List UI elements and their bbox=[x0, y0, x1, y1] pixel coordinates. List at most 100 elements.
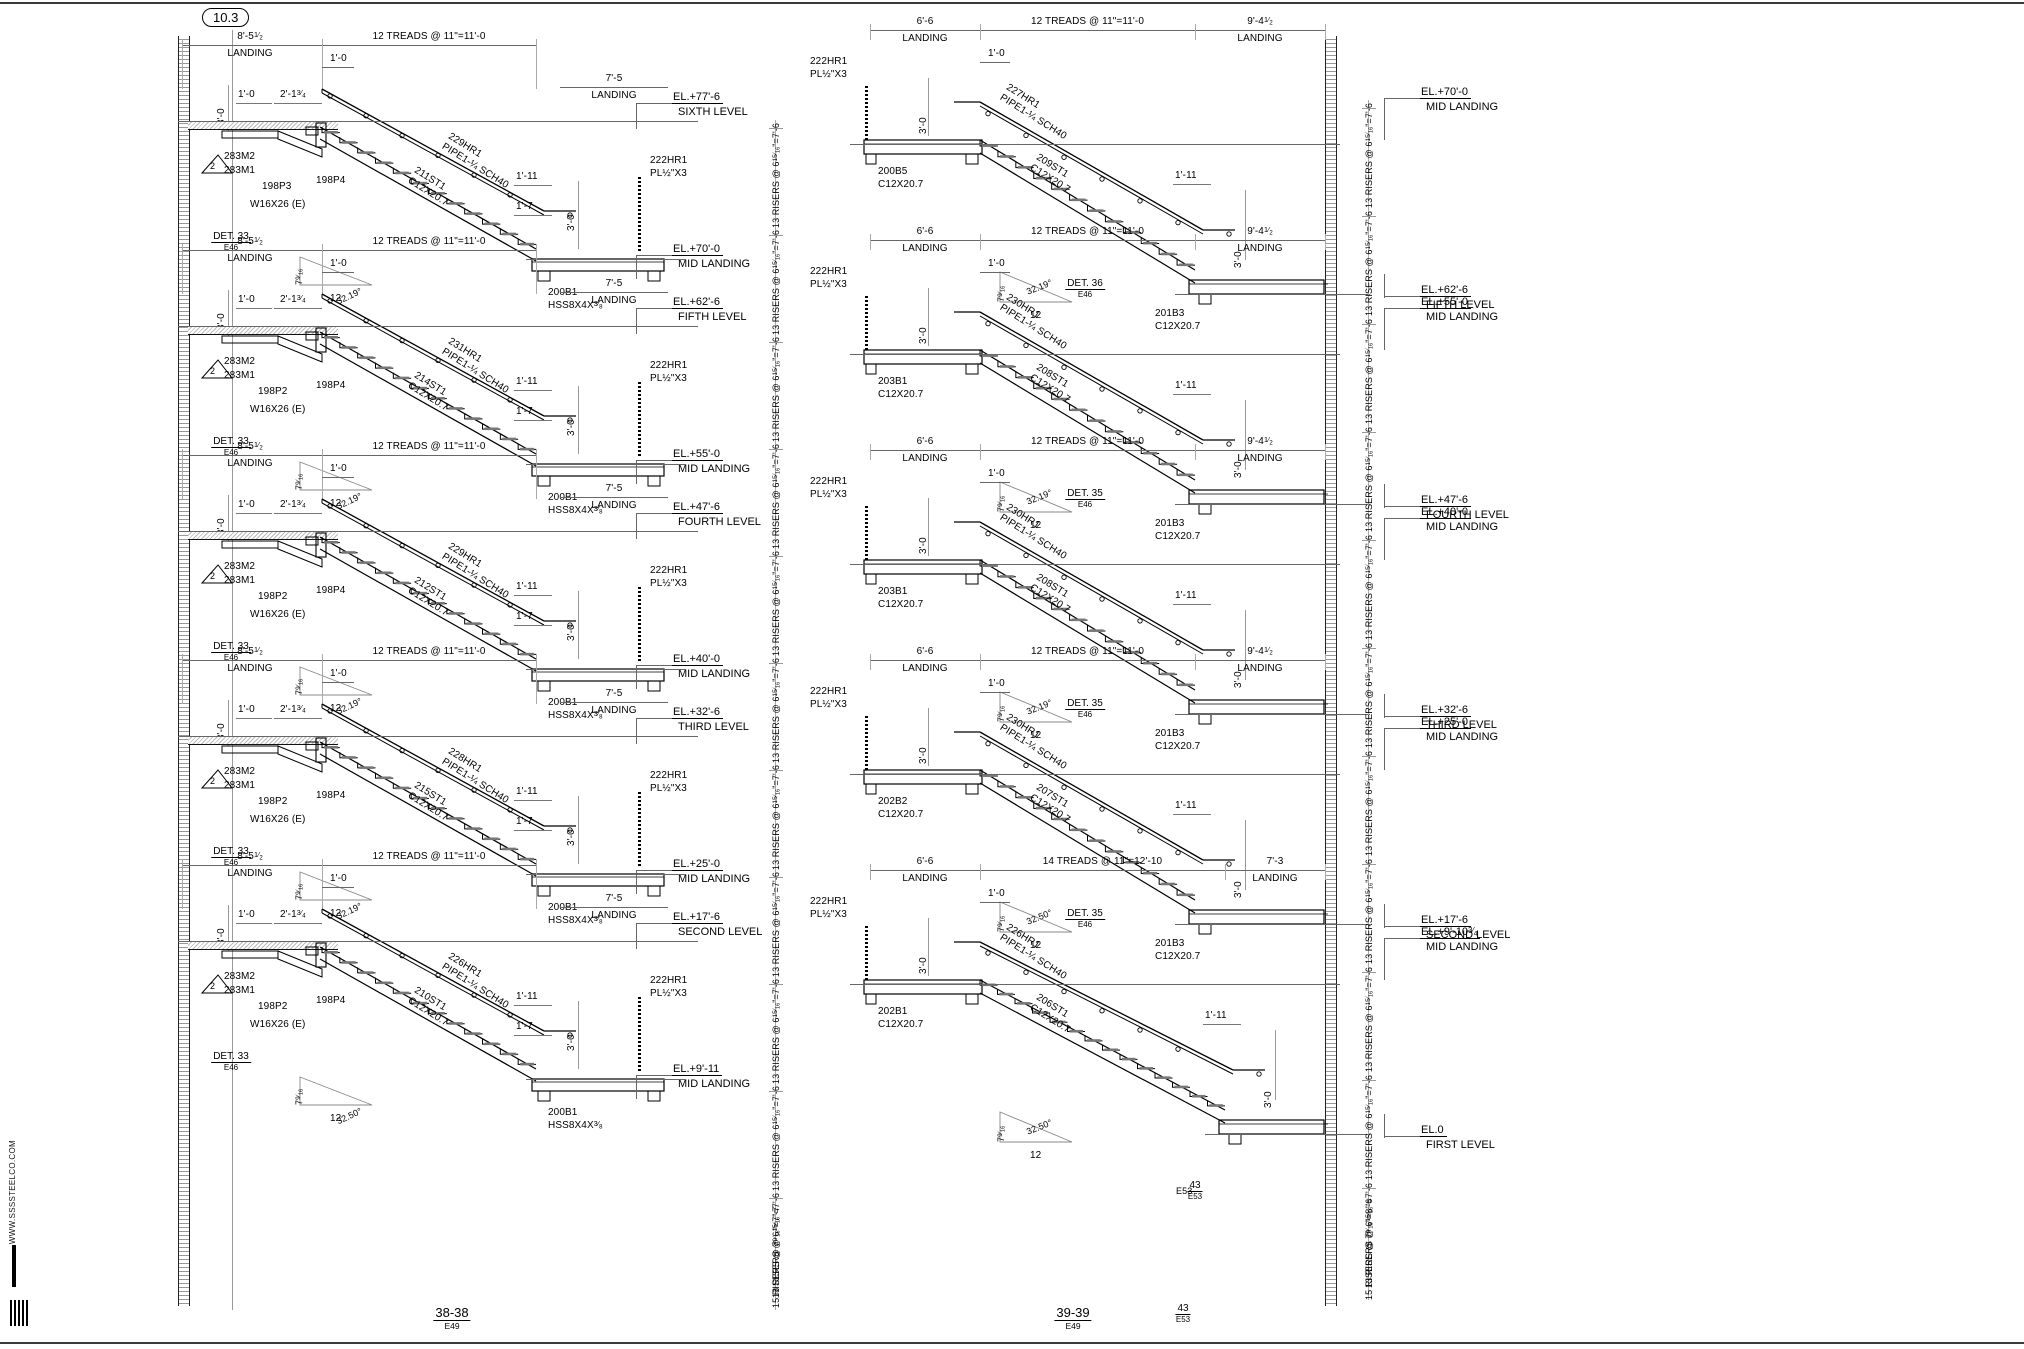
dim-line-1-11[interactable] bbox=[514, 1005, 552, 1006]
dim-line-landing[interactable] bbox=[182, 250, 326, 251]
dim-line-1-7[interactable] bbox=[514, 625, 552, 626]
dim-line-3-0-right[interactable] bbox=[578, 591, 579, 659]
dim-tick[interactable] bbox=[980, 864, 981, 880]
elev-leader[interactable] bbox=[636, 308, 672, 309]
dim-line-1-11[interactable] bbox=[1203, 1024, 1241, 1025]
dim-line-1-0[interactable] bbox=[980, 902, 1010, 903]
dim-line-b[interactable] bbox=[274, 718, 322, 719]
dim-tick[interactable] bbox=[1325, 444, 1326, 460]
dim-line-left-landing[interactable] bbox=[870, 660, 980, 661]
elev-leader[interactable] bbox=[1384, 98, 1420, 99]
dim-line-3-0[interactable] bbox=[928, 918, 929, 976]
guard-spec[interactable]: PL½"X3 bbox=[650, 783, 687, 794]
dim-line-left-landing[interactable] bbox=[870, 30, 980, 31]
elevation-callout-top[interactable]: EL.+40'-0 MID LANDING bbox=[1420, 502, 1498, 533]
elevation-callout-bottom[interactable]: EL.+17'-6 SECOND LEVEL bbox=[1420, 910, 1510, 941]
dim-line-1-11[interactable] bbox=[1173, 184, 1211, 185]
elev-leader-v[interactable] bbox=[636, 255, 637, 279]
dim-line-3-0[interactable] bbox=[928, 78, 929, 136]
dim-line-1-7[interactable] bbox=[514, 215, 552, 216]
dim-line-treads[interactable] bbox=[322, 455, 536, 456]
level-line-top[interactable] bbox=[178, 736, 698, 737]
dim-line-1-0[interactable] bbox=[980, 272, 1010, 273]
dim-tick[interactable] bbox=[1325, 864, 1326, 880]
detail-callout[interactable]: DET. 35 E46 bbox=[1065, 488, 1105, 509]
dim-line-a[interactable] bbox=[236, 308, 272, 309]
elev-leader[interactable] bbox=[636, 460, 672, 461]
elevation-callout-top[interactable]: EL.+32'-6 THIRD LEVEL bbox=[672, 702, 749, 733]
dim-tick[interactable] bbox=[322, 244, 323, 294]
elev-leader-v[interactable] bbox=[636, 1075, 637, 1099]
detail-callout-33[interactable]: DET. 33 E46 bbox=[211, 846, 251, 867]
dim-tick[interactable] bbox=[182, 859, 183, 909]
dim-tick[interactable] bbox=[1325, 654, 1326, 670]
level-line-top[interactable] bbox=[178, 326, 698, 327]
elev-leader[interactable] bbox=[636, 513, 672, 514]
riser-dim-tick[interactable] bbox=[1362, 648, 1376, 649]
elev-leader[interactable] bbox=[1384, 308, 1420, 309]
dim-tick[interactable] bbox=[536, 449, 537, 499]
dim-line-treads[interactable] bbox=[322, 250, 536, 251]
dim-line-1-0[interactable] bbox=[980, 62, 1010, 63]
dim-tick[interactable] bbox=[1195, 444, 1196, 460]
level-line-top[interactable] bbox=[850, 354, 1340, 355]
detail-callout-43[interactable]: 43 E53 bbox=[1187, 1180, 1203, 1201]
dim-line-1-0[interactable] bbox=[322, 477, 354, 478]
dim-landing-width[interactable]: 8'-51⁄2 bbox=[237, 850, 263, 862]
dim-line-left-landing[interactable] bbox=[870, 870, 980, 871]
elevation-callout-top[interactable]: EL.+70'-0 MID LANDING bbox=[1420, 82, 1498, 113]
level-line-bottom[interactable] bbox=[526, 874, 686, 875]
elevation-value[interactable]: EL.+25'-0 bbox=[1420, 716, 1472, 729]
guard-spec[interactable]: PL½"X3 bbox=[810, 489, 847, 500]
riser-dim-tick[interactable] bbox=[1362, 1080, 1376, 1081]
elevation-value[interactable]: EL.+70'-0 bbox=[1420, 86, 1472, 99]
elevation-callout-bottom[interactable]: EL.+40'-0 MID LANDING bbox=[672, 649, 750, 680]
elev-leader-v[interactable] bbox=[1384, 938, 1385, 980]
dim-line-1-0[interactable] bbox=[980, 482, 1010, 483]
riser-count-label[interactable]: 13 RISERS @ 615⁄16"=7'-6 bbox=[1364, 1074, 1375, 1180]
riser-dim-tick[interactable] bbox=[1362, 756, 1376, 757]
level-line-bottom[interactable] bbox=[1175, 294, 1370, 295]
dim-line-right-landing[interactable] bbox=[560, 87, 668, 88]
riser-dim-line-right[interactable] bbox=[1368, 100, 1369, 1300]
dim-right-landing[interactable]: 9'-41⁄2 bbox=[1247, 645, 1273, 657]
dim-line-1-7[interactable] bbox=[514, 420, 552, 421]
dim-tick[interactable] bbox=[182, 244, 183, 294]
dim-tick[interactable] bbox=[1225, 864, 1226, 880]
elev-leader-v[interactable] bbox=[1384, 484, 1385, 508]
dim-tick[interactable] bbox=[536, 859, 537, 909]
dim-line-landing[interactable] bbox=[182, 660, 326, 661]
elev-leader-v[interactable] bbox=[1384, 1114, 1385, 1138]
dim-line-3-0-right[interactable] bbox=[578, 386, 579, 454]
elev-leader[interactable] bbox=[1384, 1136, 1420, 1137]
riser-dim-tick[interactable] bbox=[1362, 216, 1376, 217]
dim-line-landing[interactable] bbox=[182, 865, 326, 866]
dim-line-treads[interactable] bbox=[322, 865, 536, 866]
dim-tick[interactable] bbox=[980, 234, 981, 250]
guard-spec[interactable]: PL½"X3 bbox=[810, 699, 847, 710]
dim-tick[interactable] bbox=[1195, 24, 1196, 40]
dim-line-a[interactable] bbox=[236, 103, 272, 104]
dim-line-1-7[interactable] bbox=[514, 1035, 552, 1036]
riser-dim-tick[interactable] bbox=[769, 342, 783, 343]
level-line-top[interactable] bbox=[850, 564, 1340, 565]
dim-line-3-0[interactable] bbox=[228, 905, 229, 951]
dim-line-1-11[interactable] bbox=[514, 185, 552, 186]
elevation-callout-top[interactable]: EL.+47'-6 FOURTH LEVEL bbox=[672, 497, 761, 528]
elevation-value[interactable]: EL.+55'-0 bbox=[1420, 296, 1472, 309]
elev-leader-v[interactable] bbox=[1384, 98, 1385, 140]
elev-leader[interactable] bbox=[1384, 518, 1420, 519]
dim-line-right-landing[interactable] bbox=[1225, 870, 1325, 871]
dim-line-1-0[interactable] bbox=[322, 67, 354, 68]
elev-leader[interactable] bbox=[636, 870, 672, 871]
dim-tick[interactable] bbox=[980, 444, 981, 460]
riser-dim-tick[interactable] bbox=[769, 449, 783, 450]
dim-tick[interactable] bbox=[980, 24, 981, 40]
dim-line-right-landing[interactable] bbox=[560, 907, 668, 908]
dim-tick[interactable] bbox=[1195, 234, 1196, 250]
dim-line-3-0-right[interactable] bbox=[1245, 820, 1246, 890]
dim-line-3-0-right[interactable] bbox=[578, 1001, 579, 1069]
level-line-bottom[interactable] bbox=[1175, 714, 1370, 715]
riser-count-label[interactable]: 13 RISERS @ 615⁄16"=7'-6 bbox=[1364, 858, 1375, 964]
guard-spec[interactable]: PL½"X3 bbox=[810, 279, 847, 290]
